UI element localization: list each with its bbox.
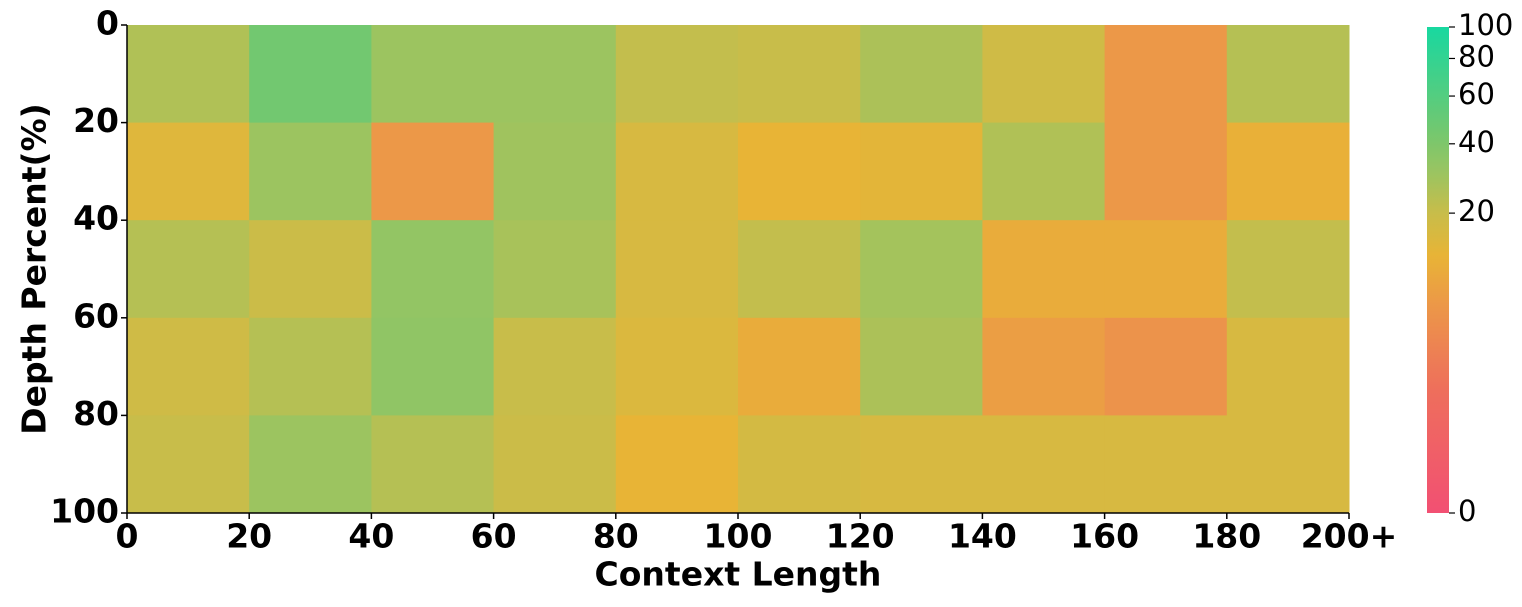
heatmap-cell — [860, 122, 983, 221]
heatmap-cell — [982, 415, 1106, 514]
heatmap-cell — [860, 220, 983, 319]
colorbar-tick-label: 20 — [1458, 194, 1495, 228]
y-tick-label: 100 — [50, 492, 119, 531]
y-tick-label: 60 — [73, 296, 119, 335]
heatmap-cell — [982, 122, 1106, 221]
heatmap-cell — [493, 25, 617, 124]
heatmap-cell — [1226, 220, 1350, 319]
x-tick-label: 0 — [116, 517, 139, 556]
heatmap-cell — [1226, 415, 1350, 514]
heatmap-cell — [1226, 317, 1350, 416]
heatmap-cell — [1104, 220, 1228, 319]
y-tick-label: 80 — [73, 394, 119, 433]
x-tick-label: 80 — [593, 517, 639, 556]
heatmap-cell — [127, 415, 250, 514]
heatmap-cell — [249, 220, 372, 319]
heatmap-cell — [860, 317, 983, 416]
y-tick-label: 20 — [73, 101, 119, 140]
heatmap-cell — [615, 122, 739, 221]
heatmap-cell — [738, 415, 861, 514]
y-axis-label: Depth Percent(%) — [15, 103, 54, 434]
x-tick-label: 200+ — [1301, 517, 1398, 556]
heatmap-cell — [371, 415, 495, 514]
y-tick-label: 40 — [73, 199, 119, 238]
x-tick-label: 140 — [948, 517, 1017, 556]
heatmap-cell — [615, 25, 739, 124]
heatmap-cell — [738, 220, 861, 319]
heatmap-cell — [1226, 25, 1350, 124]
heatmap-cell — [1104, 25, 1228, 124]
heatmap-cell — [1104, 317, 1228, 416]
x-tick-label: 120 — [826, 517, 895, 556]
heatmap-cell — [371, 25, 495, 124]
x-tick-label: 160 — [1070, 517, 1139, 556]
x-tick-label: 60 — [471, 517, 517, 556]
heatmap-cell — [249, 25, 372, 124]
colorbar-tick-label: 40 — [1458, 125, 1495, 159]
heatmap-cell — [249, 317, 372, 416]
heatmap-cell — [493, 220, 617, 319]
x-tick-label: 100 — [704, 517, 773, 556]
heatmap-cell — [1226, 122, 1350, 221]
colorbar-tick-label: 0 — [1458, 494, 1476, 528]
x-tick-label: 40 — [348, 517, 394, 556]
colorbar-tick-label: 80 — [1458, 39, 1495, 73]
heatmap-cell — [127, 317, 250, 416]
x-tick-label: 20 — [226, 517, 272, 556]
heatmap-cell — [249, 415, 372, 514]
heatmap-cell — [738, 122, 861, 221]
heatmap-cell — [127, 25, 250, 124]
heatmap-cell — [493, 317, 617, 416]
heatmap-cell — [127, 220, 250, 319]
heatmap-cell — [982, 25, 1106, 124]
colorbar-tick-label: 60 — [1458, 77, 1495, 111]
heatmap-cell — [738, 25, 861, 124]
colorbar — [1427, 27, 1449, 513]
heatmap-cell — [371, 122, 495, 221]
colorbar-tick-label: 100 — [1458, 8, 1513, 42]
x-tick-label: 180 — [1192, 517, 1261, 556]
heatmap-cell — [493, 415, 617, 514]
heatmap-cell — [371, 317, 495, 416]
heatmap-cell — [249, 122, 372, 221]
heatmap-cell — [860, 25, 983, 124]
heatmap-cell — [860, 415, 983, 514]
heatmap-cell — [127, 122, 250, 221]
heatmap-cell — [371, 220, 495, 319]
heatmap-cell — [615, 415, 739, 514]
heatmap-cell — [982, 317, 1106, 416]
heatmap-cell — [493, 122, 617, 221]
heatmap-cell — [738, 317, 861, 416]
x-axis-label: Context Length — [595, 555, 882, 594]
heatmap-cell — [1104, 415, 1228, 514]
heatmap-cell — [982, 220, 1106, 319]
heatmap-cell — [1104, 122, 1228, 221]
heatmap-cell — [615, 317, 739, 416]
y-tick-label: 0 — [96, 4, 119, 43]
heatmap-cell — [615, 220, 739, 319]
